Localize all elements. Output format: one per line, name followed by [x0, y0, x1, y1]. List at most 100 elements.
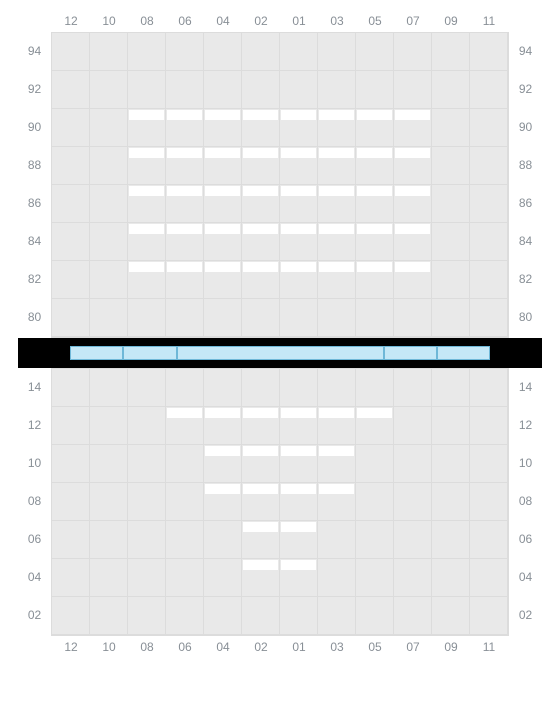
seat-slot[interactable] [129, 262, 164, 272]
grid-cell [470, 71, 508, 109]
seat-slot[interactable] [243, 522, 278, 532]
seat-slot[interactable] [319, 224, 354, 234]
seat-slot[interactable] [205, 110, 240, 120]
seat-slot[interactable] [205, 408, 240, 418]
seat-slot[interactable] [129, 110, 164, 120]
col-label: 10 [90, 636, 128, 658]
grid-cell [90, 71, 128, 109]
grid-cell [166, 71, 204, 109]
grid-cell [52, 597, 90, 635]
grid-cell [470, 109, 508, 147]
seat-slot[interactable] [357, 224, 392, 234]
seat-slot[interactable] [357, 110, 392, 120]
seat-slot[interactable] [395, 186, 430, 196]
grid-cell [52, 369, 90, 407]
stage-divider [18, 338, 542, 368]
grid-cell [52, 299, 90, 337]
seat-slot[interactable] [395, 224, 430, 234]
row-label: 94 [18, 32, 51, 70]
grid-cell [128, 33, 166, 71]
grid-cell [166, 559, 204, 597]
seat-slot[interactable] [167, 224, 202, 234]
seat-slot[interactable] [243, 484, 278, 494]
grid-cell [242, 597, 280, 635]
seat-slot[interactable] [205, 484, 240, 494]
grid-cell [356, 483, 394, 521]
seat-slot[interactable] [319, 484, 354, 494]
seat-slot[interactable] [129, 224, 164, 234]
seat-slot[interactable] [281, 408, 316, 418]
col-label: 11 [470, 636, 508, 658]
grid-cell [204, 445, 242, 483]
grid-cell [90, 483, 128, 521]
seat-slot[interactable] [205, 148, 240, 158]
seat-slot[interactable] [319, 262, 354, 272]
grid-cell [204, 33, 242, 71]
seat-slot[interactable] [205, 224, 240, 234]
seat-slot[interactable] [319, 110, 354, 120]
seat-slot[interactable] [243, 186, 278, 196]
seat-slot[interactable] [281, 484, 316, 494]
seat-slot[interactable] [357, 186, 392, 196]
seat-slot[interactable] [167, 148, 202, 158]
seat-slot[interactable] [205, 262, 240, 272]
grid-cell [432, 71, 470, 109]
bar-segment [437, 346, 490, 360]
seat-slot[interactable] [281, 186, 316, 196]
seat-slot[interactable] [243, 148, 278, 158]
seat-slot[interactable] [167, 110, 202, 120]
grid-cell [470, 597, 508, 635]
grid-cell [166, 185, 204, 223]
seat-slot[interactable] [167, 262, 202, 272]
col-label: 02 [242, 10, 280, 32]
seat-slot[interactable] [319, 446, 354, 456]
grid-cell [470, 299, 508, 337]
seat-slot[interactable] [129, 186, 164, 196]
grid-cell [52, 261, 90, 299]
grid-cell [90, 299, 128, 337]
seat-slot[interactable] [167, 186, 202, 196]
col-label: 07 [394, 10, 432, 32]
seat-slot[interactable] [357, 408, 392, 418]
seat-slot[interactable] [281, 522, 316, 532]
row-label: 06 [18, 520, 51, 558]
seat-slot[interactable] [357, 262, 392, 272]
seat-slot[interactable] [395, 262, 430, 272]
grid-cell [166, 521, 204, 559]
seat-slot[interactable] [281, 110, 316, 120]
seat-slot[interactable] [205, 446, 240, 456]
seat-slot[interactable] [319, 148, 354, 158]
seat-slot[interactable] [395, 148, 430, 158]
seat-slot[interactable] [243, 560, 278, 570]
seat-slot[interactable] [129, 148, 164, 158]
seat-slot[interactable] [281, 446, 316, 456]
grid-cell [394, 185, 432, 223]
seat-slot[interactable] [281, 262, 316, 272]
grid-cell [128, 185, 166, 223]
seat-slot[interactable] [243, 408, 278, 418]
grid-cell [204, 299, 242, 337]
seat-slot[interactable] [167, 408, 202, 418]
seat-slot[interactable] [281, 148, 316, 158]
col-label: 09 [432, 10, 470, 32]
seat-slot[interactable] [319, 186, 354, 196]
seat-slot[interactable] [357, 148, 392, 158]
seat-slot[interactable] [395, 110, 430, 120]
seat-slot[interactable] [243, 110, 278, 120]
seat-slot[interactable] [243, 224, 278, 234]
row-label: 86 [509, 184, 542, 222]
grid-cell [394, 559, 432, 597]
bar-segment [177, 346, 384, 360]
grid-cell [52, 559, 90, 597]
seat-slot[interactable] [281, 224, 316, 234]
grid-cell [52, 521, 90, 559]
seat-slot[interactable] [243, 262, 278, 272]
seat-slot[interactable] [281, 560, 316, 570]
grid-cell [280, 261, 318, 299]
seat-slot[interactable] [319, 408, 354, 418]
seat-slot[interactable] [205, 186, 240, 196]
grid-cell [166, 223, 204, 261]
seat-slot[interactable] [243, 446, 278, 456]
grid-cell [470, 223, 508, 261]
row-label: 82 [18, 260, 51, 298]
